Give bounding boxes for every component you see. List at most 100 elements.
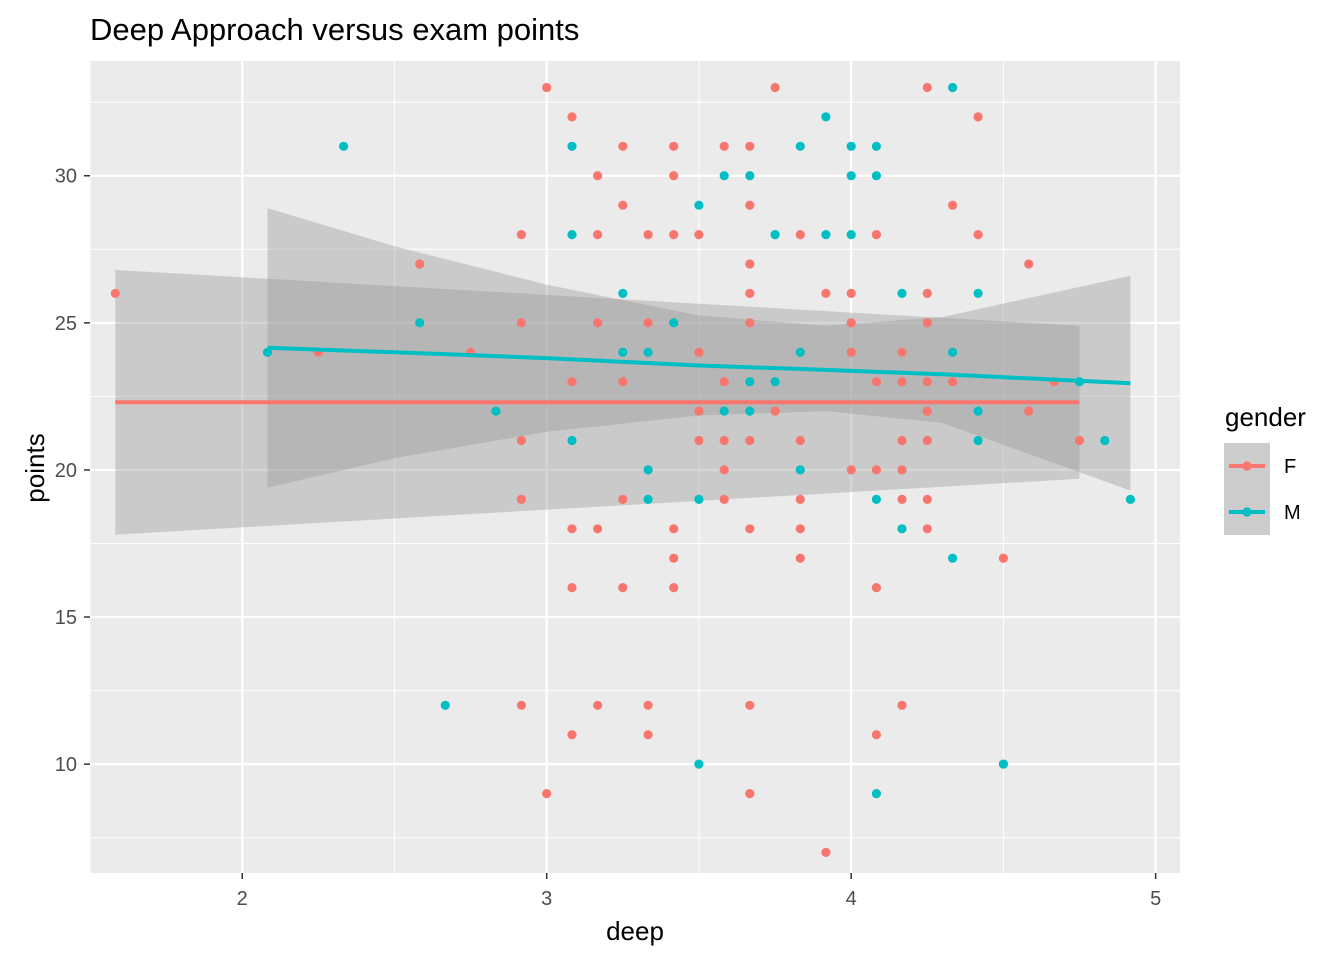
data-point-M — [440, 700, 450, 710]
legend-key-point-M — [1242, 507, 1252, 517]
data-point-F — [516, 700, 527, 710]
data-point-F — [871, 465, 882, 475]
data-point-F — [567, 524, 577, 534]
data-point-M — [948, 347, 958, 357]
data-point-M — [846, 230, 856, 240]
data-point-M — [618, 347, 628, 357]
legend-title: gender — [1225, 402, 1306, 432]
chart-title: Deep Approach versus exam points — [90, 12, 579, 47]
data-point-F — [567, 730, 577, 740]
plot-panel — [90, 61, 1180, 873]
data-point-F — [110, 288, 120, 298]
data-point-M — [770, 377, 780, 387]
data-point-M — [821, 112, 831, 122]
data-point-F — [593, 230, 603, 240]
data-point-M — [846, 171, 856, 181]
data-point-F — [719, 377, 729, 387]
data-point-M — [745, 171, 755, 181]
data-point-F — [669, 553, 679, 563]
data-point-F — [846, 465, 856, 475]
data-point-F — [618, 377, 628, 387]
data-point-M — [694, 759, 704, 769]
data-point-F — [745, 700, 755, 710]
data-point-M — [567, 141, 577, 151]
data-point-M — [491, 406, 501, 416]
x-axis-title: deep — [606, 916, 664, 946]
data-point-F — [770, 82, 780, 93]
data-point-F — [897, 347, 907, 357]
data-point-M — [871, 141, 882, 151]
data-point-M — [643, 494, 653, 504]
data-point-F — [897, 494, 907, 504]
data-point-F — [745, 200, 755, 210]
data-point-M — [846, 141, 856, 151]
legend-key-point-F — [1242, 461, 1252, 471]
data-point-F — [618, 583, 628, 593]
data-point-F — [770, 406, 780, 416]
data-point-M — [567, 435, 577, 446]
data-point-F — [567, 112, 577, 122]
data-point-F — [745, 435, 755, 446]
data-point-F — [643, 318, 653, 328]
data-point-F — [795, 524, 805, 534]
data-point-F — [922, 494, 932, 504]
data-point-M — [719, 171, 729, 181]
data-point-F — [846, 288, 856, 298]
data-point-M — [973, 435, 983, 446]
data-point-F — [973, 112, 983, 122]
data-point-F — [618, 141, 628, 151]
y-tick-label: 20 — [55, 460, 77, 482]
y-tick-label: 30 — [55, 166, 77, 188]
data-point-F — [669, 230, 679, 240]
data-point-F — [897, 377, 907, 387]
data-point-F — [922, 82, 932, 93]
legend-label-F: F — [1284, 456, 1296, 478]
data-point-F — [1024, 406, 1034, 416]
data-point-M — [973, 288, 983, 298]
data-point-M — [415, 318, 425, 328]
data-point-M — [795, 465, 805, 475]
data-point-F — [846, 318, 856, 328]
y-tick-label: 10 — [55, 754, 77, 776]
x-tick-label: 3 — [541, 888, 552, 910]
x-tick-label: 5 — [1150, 888, 1161, 910]
data-point-F — [922, 318, 932, 328]
data-point-F — [871, 583, 882, 593]
data-point-F — [871, 730, 882, 740]
data-point-M — [567, 230, 577, 240]
data-point-M — [948, 553, 958, 563]
data-point-F — [643, 230, 653, 240]
x-tick-label: 4 — [846, 888, 857, 910]
data-point-F — [922, 435, 932, 446]
data-point-M — [1125, 494, 1135, 504]
data-point-F — [745, 524, 755, 534]
data-point-F — [694, 435, 704, 446]
data-point-F — [745, 141, 755, 151]
data-point-M — [871, 789, 882, 799]
data-point-F — [593, 171, 603, 181]
data-point-F — [415, 259, 425, 269]
data-point-F — [948, 377, 958, 387]
data-point-M — [643, 347, 653, 357]
data-point-F — [821, 288, 831, 298]
data-point-F — [669, 524, 679, 534]
regression-lines — [115, 345, 1131, 405]
data-point-F — [669, 583, 679, 593]
data-point-F — [669, 141, 679, 151]
data-point-M — [973, 406, 983, 416]
y-tick-label: 25 — [55, 313, 77, 335]
data-point-F — [542, 789, 552, 799]
data-point-M — [897, 524, 907, 534]
data-point-F — [795, 435, 805, 446]
data-point-M — [897, 288, 907, 298]
data-points — [110, 82, 1135, 858]
data-point-F — [795, 230, 805, 240]
data-point-M — [1100, 435, 1110, 446]
data-point-F — [618, 200, 628, 210]
data-point-M — [770, 230, 780, 240]
data-point-F — [745, 318, 755, 328]
data-point-F — [922, 524, 932, 534]
data-point-F — [516, 494, 527, 504]
y-tick-label: 15 — [55, 607, 77, 629]
data-point-F — [795, 494, 805, 504]
